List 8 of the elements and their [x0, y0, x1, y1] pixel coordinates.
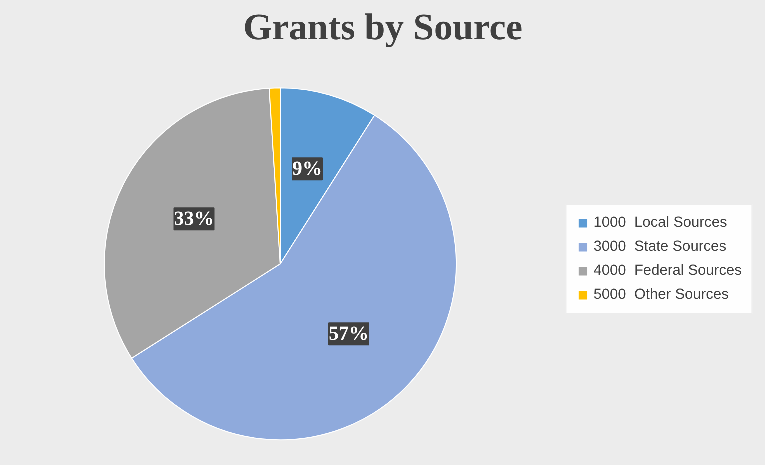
legend-label: 5000 Other Sources: [594, 287, 729, 303]
data-label: 9%: [292, 158, 323, 180]
legend-label: 3000 State Sources: [594, 239, 727, 255]
data-label: 33%: [174, 208, 214, 230]
chart-title: Grants by Source: [243, 8, 523, 48]
legend-label: 1000 Local Sources: [594, 215, 728, 231]
legend-label: 4000 Federal Sources: [594, 263, 742, 279]
data-label: 57%: [328, 323, 369, 346]
